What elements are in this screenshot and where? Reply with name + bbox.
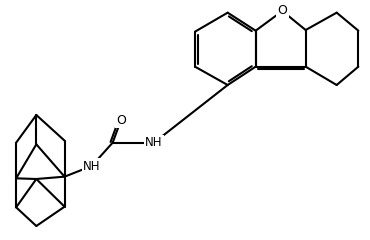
Text: O: O <box>116 114 126 126</box>
Text: O: O <box>278 5 287 18</box>
Text: NH: NH <box>145 136 163 149</box>
Text: NH: NH <box>83 160 100 173</box>
